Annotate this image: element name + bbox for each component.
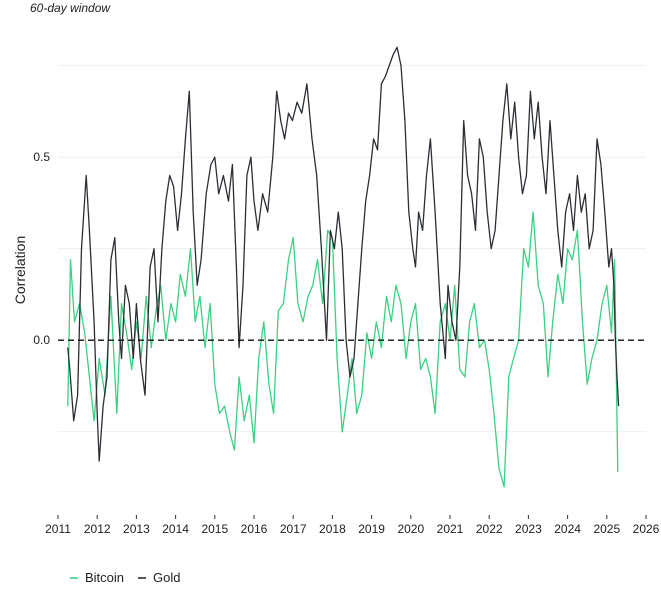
x-tick-label: 2025 (593, 522, 620, 536)
x-tick-label: 2026 (633, 522, 660, 536)
chart-subtitle: 60-day window (30, 1, 111, 15)
series-group (67, 46, 620, 488)
x-axis-ticks: 2011 2012 2013 2014 2015 2016 2017 2018 2019 2020… (45, 515, 660, 536)
x-tick-label: 2015 (201, 522, 228, 536)
x-tick-label: 2016 (241, 522, 268, 536)
x-tick-label: 2021 (437, 522, 464, 536)
x-tick-label: 2017 (280, 522, 307, 536)
y-tick-label: 0.0 (33, 333, 50, 347)
x-tick-label: 2023 (515, 522, 542, 536)
y-axis-label: Correlation (12, 236, 28, 304)
x-tick-label: 2014 (162, 522, 189, 536)
x-tick-label: 2020 (397, 522, 424, 536)
series-line-gold (67, 46, 620, 462)
x-tick-label: 2013 (123, 522, 150, 536)
x-tick-label: 2019 (358, 522, 385, 536)
y-tick-label: 0.5 (33, 150, 50, 164)
x-tick-label: 2024 (554, 522, 581, 536)
x-tick-label: 2012 (84, 522, 111, 536)
legend-label-gold: Gold (153, 570, 180, 585)
y-axis-ticks: 0.5 0.0 (33, 150, 50, 347)
x-tick-label: 2011 (45, 522, 71, 536)
x-tick-label: 2018 (319, 522, 346, 536)
x-tick-label: 2022 (476, 522, 503, 536)
legend-label-bitcoin: Bitcoin (85, 570, 124, 585)
legend: Bitcoin Gold (70, 570, 181, 585)
